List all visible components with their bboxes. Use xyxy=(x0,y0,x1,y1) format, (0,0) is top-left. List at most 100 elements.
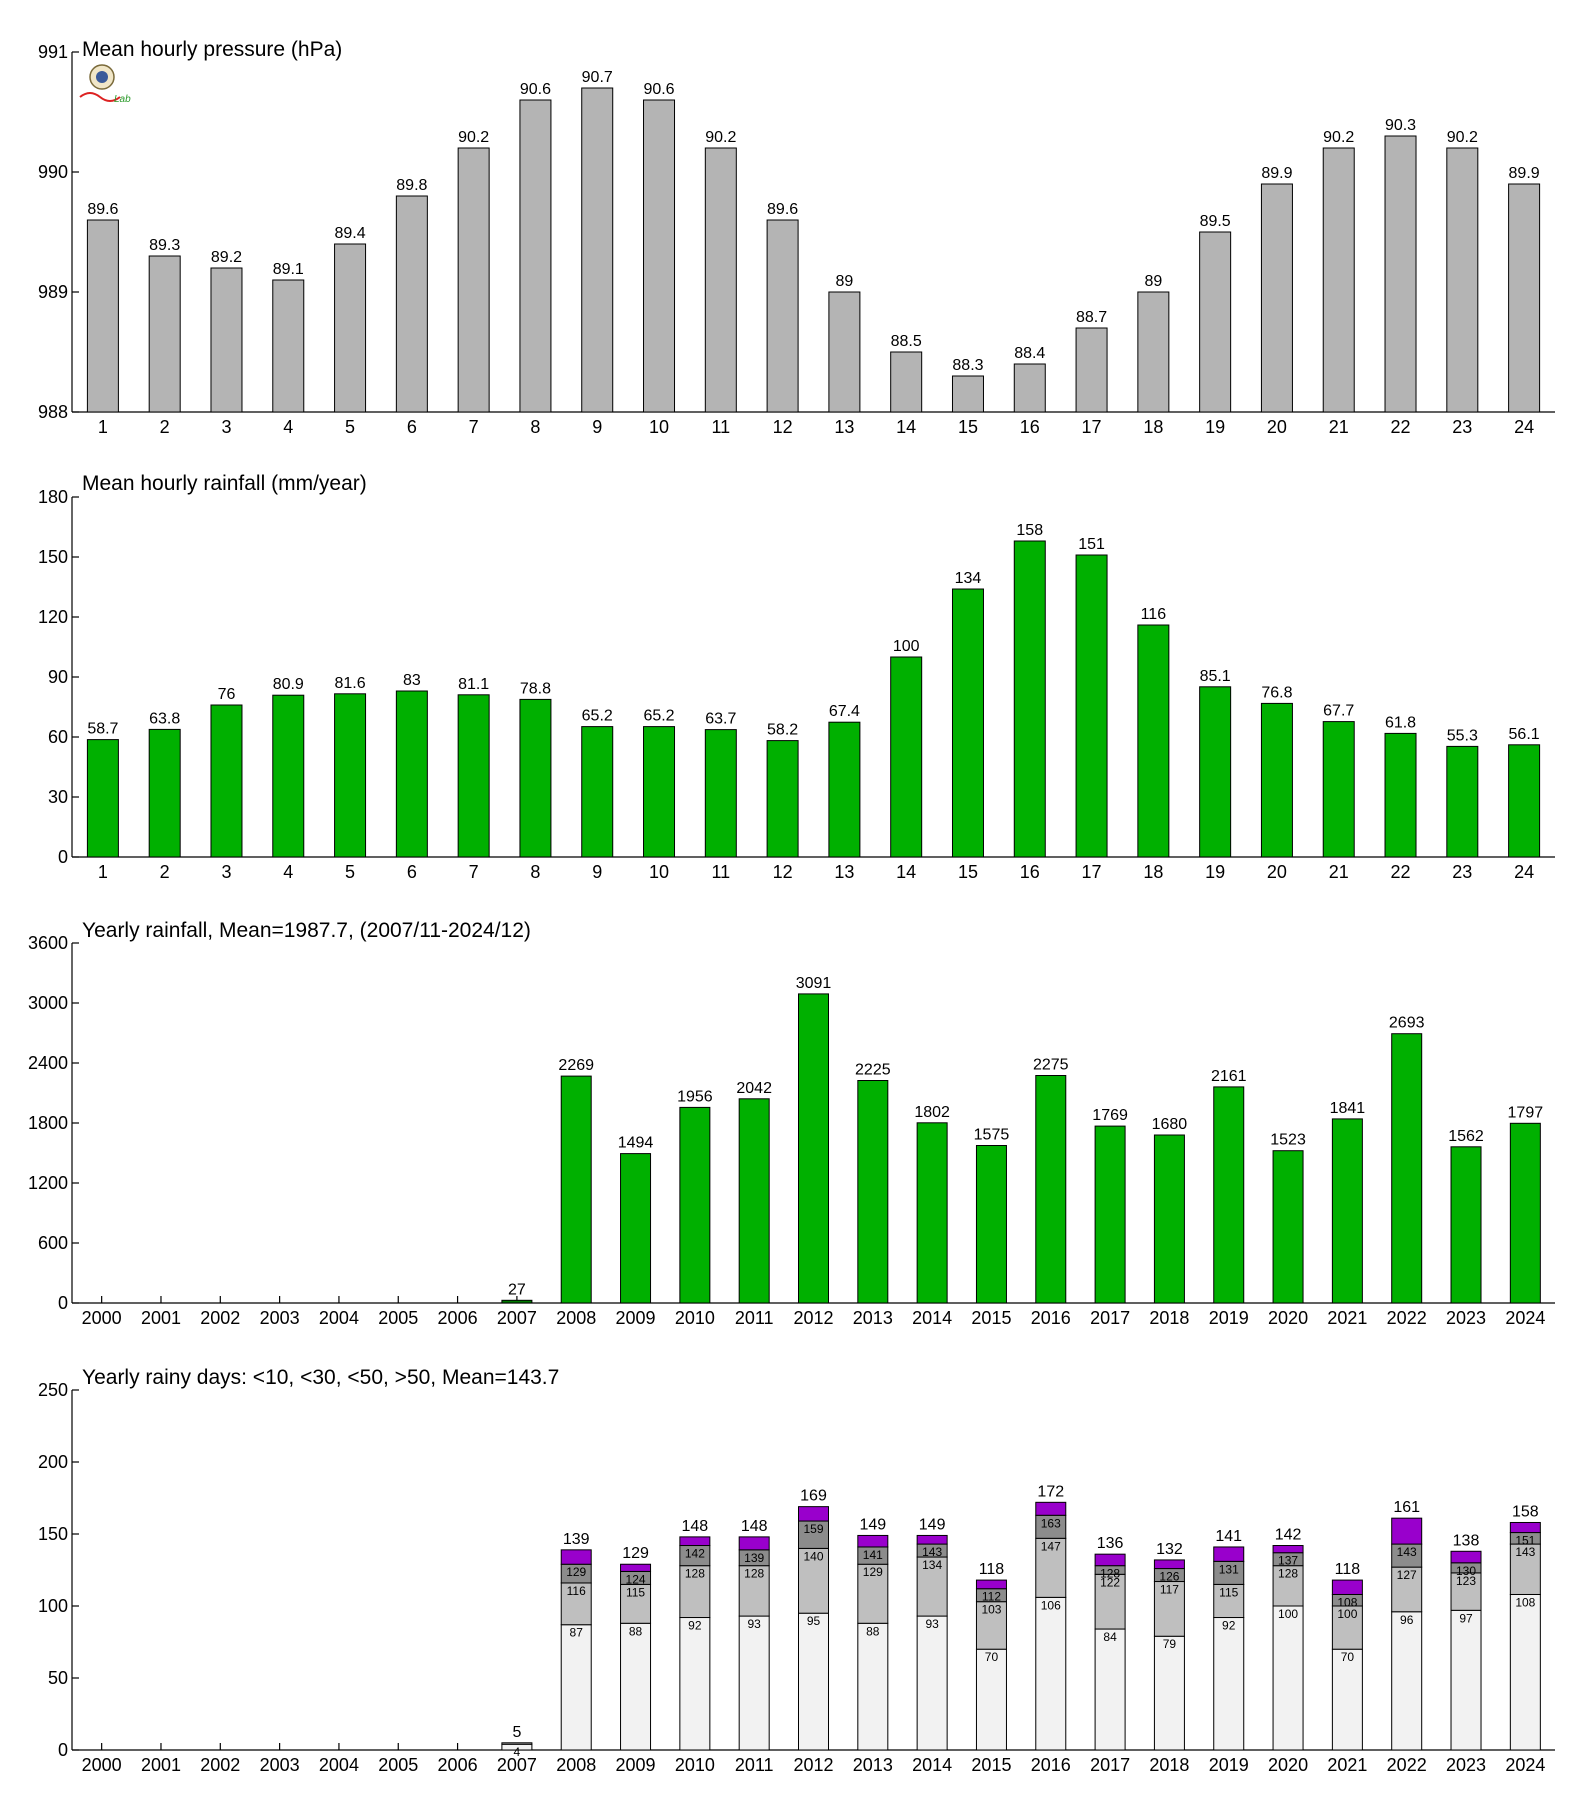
hourly-rain-bar xyxy=(951,588,984,858)
rainy-days-segment-label-lt30: 128 xyxy=(744,1567,764,1581)
rainy-days-segment-label-lt30: 117 xyxy=(1160,1583,1179,1597)
yearly-rain-bar xyxy=(975,1145,1007,1304)
yearly-rain-bar xyxy=(620,1153,652,1304)
yearly-rain-bar xyxy=(798,993,829,1304)
pressure-x-tick-label: 19 xyxy=(1205,417,1225,437)
pressure-y-tick-label: 990 xyxy=(38,162,68,182)
hourly-rain-bar xyxy=(704,729,737,858)
rainy-days-segment-lt30 xyxy=(1331,1605,1363,1650)
hourly-rain-bar-label: 76 xyxy=(218,686,236,703)
rainy-days-total-label: 148 xyxy=(741,1518,768,1535)
rainy-days-total-label: 138 xyxy=(1453,1532,1480,1549)
rainy-days-segment-label-lt50: 137 xyxy=(1278,1554,1298,1568)
pressure-bar xyxy=(828,291,861,413)
rainy-days-segment-total xyxy=(1035,1501,1067,1516)
hourly-rain-bar xyxy=(581,726,614,858)
rainy-days-total-label: 129 xyxy=(622,1545,649,1562)
pressure-x-tick-label: 8 xyxy=(530,417,540,437)
rainy-days-x-tick-label: 2008 xyxy=(556,1755,596,1775)
hourly-rain-x-tick-label: 22 xyxy=(1391,862,1411,882)
hourly-rain-bar-label: 100 xyxy=(893,638,920,655)
hourly-rain-bar xyxy=(1446,745,1479,858)
hourly-rain-bar xyxy=(1322,721,1355,858)
pressure-x-tick-label: 10 xyxy=(649,417,669,437)
yearly-rain-bar-label: 2693 xyxy=(1389,1015,1425,1032)
pressure-bar-label: 90.6 xyxy=(520,81,551,98)
yearly-rain-x-tick-label: 2013 xyxy=(853,1308,893,1328)
rainy-days-segment-lt10 xyxy=(679,1617,711,1751)
hourly-rain-bar xyxy=(1075,554,1108,858)
rainy-days-x-tick-label: 2022 xyxy=(1387,1755,1427,1775)
hourly-rain-x-tick-label: 6 xyxy=(407,862,417,882)
logo-seal-center-icon xyxy=(96,71,108,83)
yearly-rain-y-tick-label: 1800 xyxy=(28,1113,68,1133)
rainy-days-segment-lt30 xyxy=(679,1565,711,1619)
rainy-days-segment-label-lt50: 142 xyxy=(685,1547,705,1561)
hourly-rain-bar-label: 158 xyxy=(1016,522,1043,539)
rainy-days-x-tick-label: 2014 xyxy=(912,1755,952,1775)
rainy-days-x-tick-label: 2020 xyxy=(1268,1755,1308,1775)
pressure-x-tick-label: 20 xyxy=(1267,417,1287,437)
yearly-rain-bar xyxy=(916,1122,948,1304)
rainy-days-x-tick-label: 2024 xyxy=(1505,1755,1545,1775)
logo-text: Lab xyxy=(114,94,131,105)
rainy-days-segment-lt10 xyxy=(1391,1611,1423,1751)
rainy-days-segment-lt50 xyxy=(798,1520,829,1549)
yearly-rain-bar xyxy=(1035,1075,1067,1304)
yearly-rain-bar-label: 2269 xyxy=(558,1057,594,1074)
rainy-days-segment-label-lt30: 128 xyxy=(685,1567,705,1581)
rainy-days-segment-lt30 xyxy=(857,1563,889,1624)
yearly-rain-x-tick-label: 2001 xyxy=(141,1308,181,1328)
pressure-y-tick-label: 989 xyxy=(38,282,68,302)
pressure-bar xyxy=(272,279,305,413)
pressure-bar-label: 90.2 xyxy=(458,129,489,146)
hourly-rain-x-tick-label: 3 xyxy=(221,862,231,882)
yearly-rain-y-tick-label: 2400 xyxy=(28,1053,68,1073)
hourly-rain-x-tick-label: 19 xyxy=(1205,862,1225,882)
rainy-days-y-tick-label: 0 xyxy=(58,1740,68,1760)
hourly-rain-x-tick-label: 15 xyxy=(958,862,978,882)
pressure-bar-label: 90.7 xyxy=(582,69,613,86)
rainy-days-total-label: 148 xyxy=(682,1518,709,1535)
hourly-rain-x-tick-label: 1 xyxy=(98,862,108,882)
yearly-rainfall-chart: Yearly rainfall, Mean=1987.7, (2007/11-2… xyxy=(28,919,1555,1328)
hourly-rain-bar xyxy=(519,698,552,858)
hourly-rain-bar xyxy=(828,721,861,858)
pressure-x-tick-label: 24 xyxy=(1514,417,1534,437)
yearly-rain-x-tick-label: 2016 xyxy=(1031,1308,1071,1328)
rainy-days-segment-total xyxy=(679,1536,711,1547)
rainy-days-total-label: 141 xyxy=(1215,1528,1242,1545)
yearly-rain-x-tick-label: 2020 xyxy=(1268,1308,1308,1328)
hourly-rain-x-tick-label: 2 xyxy=(160,862,170,882)
rainy-days-x-tick-label: 2023 xyxy=(1446,1755,1486,1775)
rainy-days-y-tick-label: 100 xyxy=(38,1596,68,1616)
yearly-rain-x-tick-label: 2002 xyxy=(200,1308,240,1328)
rainy-days-segment-label-lt30: 115 xyxy=(1219,1585,1238,1599)
rainy-days-segment-label-lt10: 84 xyxy=(1103,1630,1117,1644)
pressure-bar-label: 89.9 xyxy=(1509,165,1540,182)
pressure-x-tick-label: 23 xyxy=(1452,417,1472,437)
rainy-days-segment-label-lt50: 139 xyxy=(744,1551,764,1565)
hourly-rain-bar-label: 151 xyxy=(1078,536,1105,553)
hourly-rain-bar-label: 81.6 xyxy=(334,675,365,692)
yearly-rain-bar-label: 2161 xyxy=(1211,1068,1247,1085)
rainy-days-segment-total xyxy=(916,1534,948,1545)
hourly-rain-bar-label: 67.7 xyxy=(1323,703,1354,720)
rainy-days-total-label: 118 xyxy=(979,1561,1005,1578)
yearly-rain-bar-label: 1956 xyxy=(677,1088,713,1105)
hourly-rain-x-tick-label: 5 xyxy=(345,862,355,882)
pressure-chart: Mean hourly pressure (hPa) Lab 988989990… xyxy=(38,38,1555,437)
pressure-bar xyxy=(1508,183,1541,413)
hourly-rain-y-tick-label: 30 xyxy=(48,787,68,807)
rainy-days-x-tick-label: 2013 xyxy=(853,1755,893,1775)
pressure-y-tick-label: 988 xyxy=(38,402,68,422)
hourly-rain-bar-label: 76.8 xyxy=(1261,684,1292,701)
hourly-rain-bar xyxy=(1137,624,1170,858)
hourly-rain-bar xyxy=(1199,686,1232,858)
rainy-days-segment-label-lt30: 128 xyxy=(1278,1567,1298,1581)
yearly-rainfall-chart-title: Yearly rainfall, Mean=1987.7, (2007/11-2… xyxy=(82,919,531,942)
yearly-rain-bar-label: 1802 xyxy=(914,1104,950,1121)
pressure-bar-label: 88.3 xyxy=(952,357,983,374)
rainy-days-x-tick-label: 2015 xyxy=(971,1755,1011,1775)
